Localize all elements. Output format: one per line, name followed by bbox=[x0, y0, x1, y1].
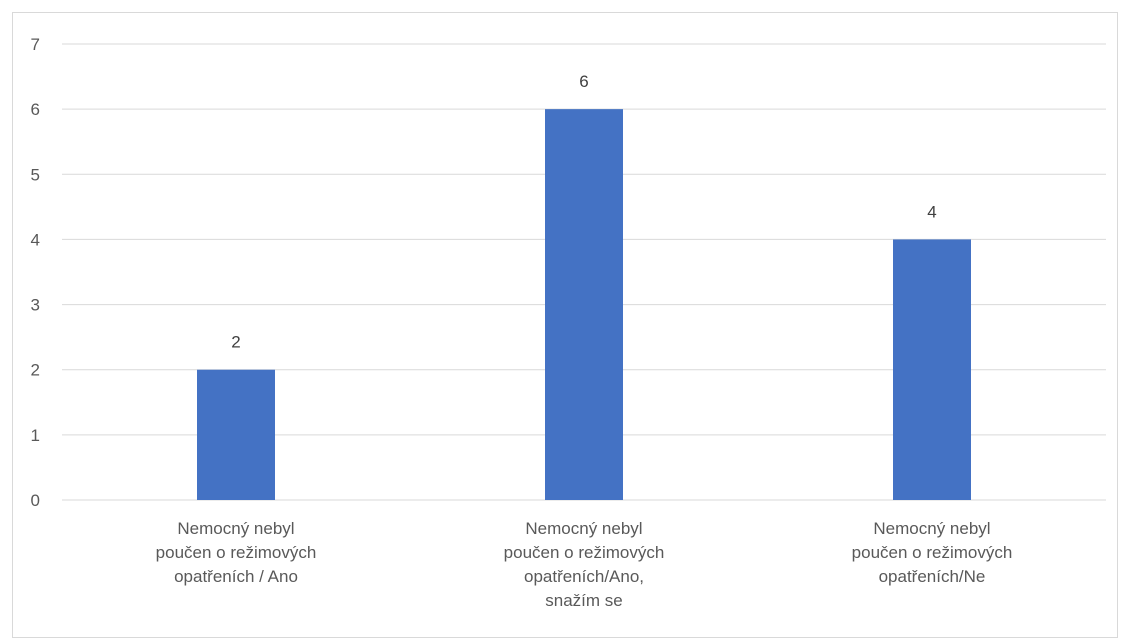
bar bbox=[197, 369, 275, 500]
y-tick-label: 6 bbox=[31, 100, 40, 119]
category-label: Nemocný nebyl poučen o režimových opatření… bbox=[504, 519, 665, 610]
category-label: Nemocný nebyl poučen o režimových opatření… bbox=[852, 519, 1013, 586]
bar bbox=[893, 239, 971, 500]
category-label: Nemocný nebyl poučen o režimových opatření… bbox=[156, 519, 317, 586]
data-label: 2 bbox=[231, 333, 240, 352]
y-tick-label: 1 bbox=[31, 426, 40, 445]
data-label: 4 bbox=[927, 202, 936, 221]
bars bbox=[197, 109, 971, 501]
y-axis-tick-labels: 0 1 2 3 4 5 6 7 bbox=[31, 35, 40, 510]
data-labels: 2 6 4 bbox=[231, 72, 936, 352]
y-tick-label: 3 bbox=[31, 296, 40, 315]
data-label: 6 bbox=[579, 72, 588, 91]
category-labels: Nemocný nebyl poučen o režimových opatření… bbox=[156, 519, 1013, 610]
y-tick-label: 7 bbox=[31, 35, 40, 54]
bar bbox=[545, 109, 623, 501]
y-tick-label: 5 bbox=[31, 165, 40, 184]
y-tick-label: 2 bbox=[31, 361, 40, 380]
y-tick-label: 4 bbox=[31, 230, 40, 249]
y-tick-label: 0 bbox=[31, 491, 40, 510]
